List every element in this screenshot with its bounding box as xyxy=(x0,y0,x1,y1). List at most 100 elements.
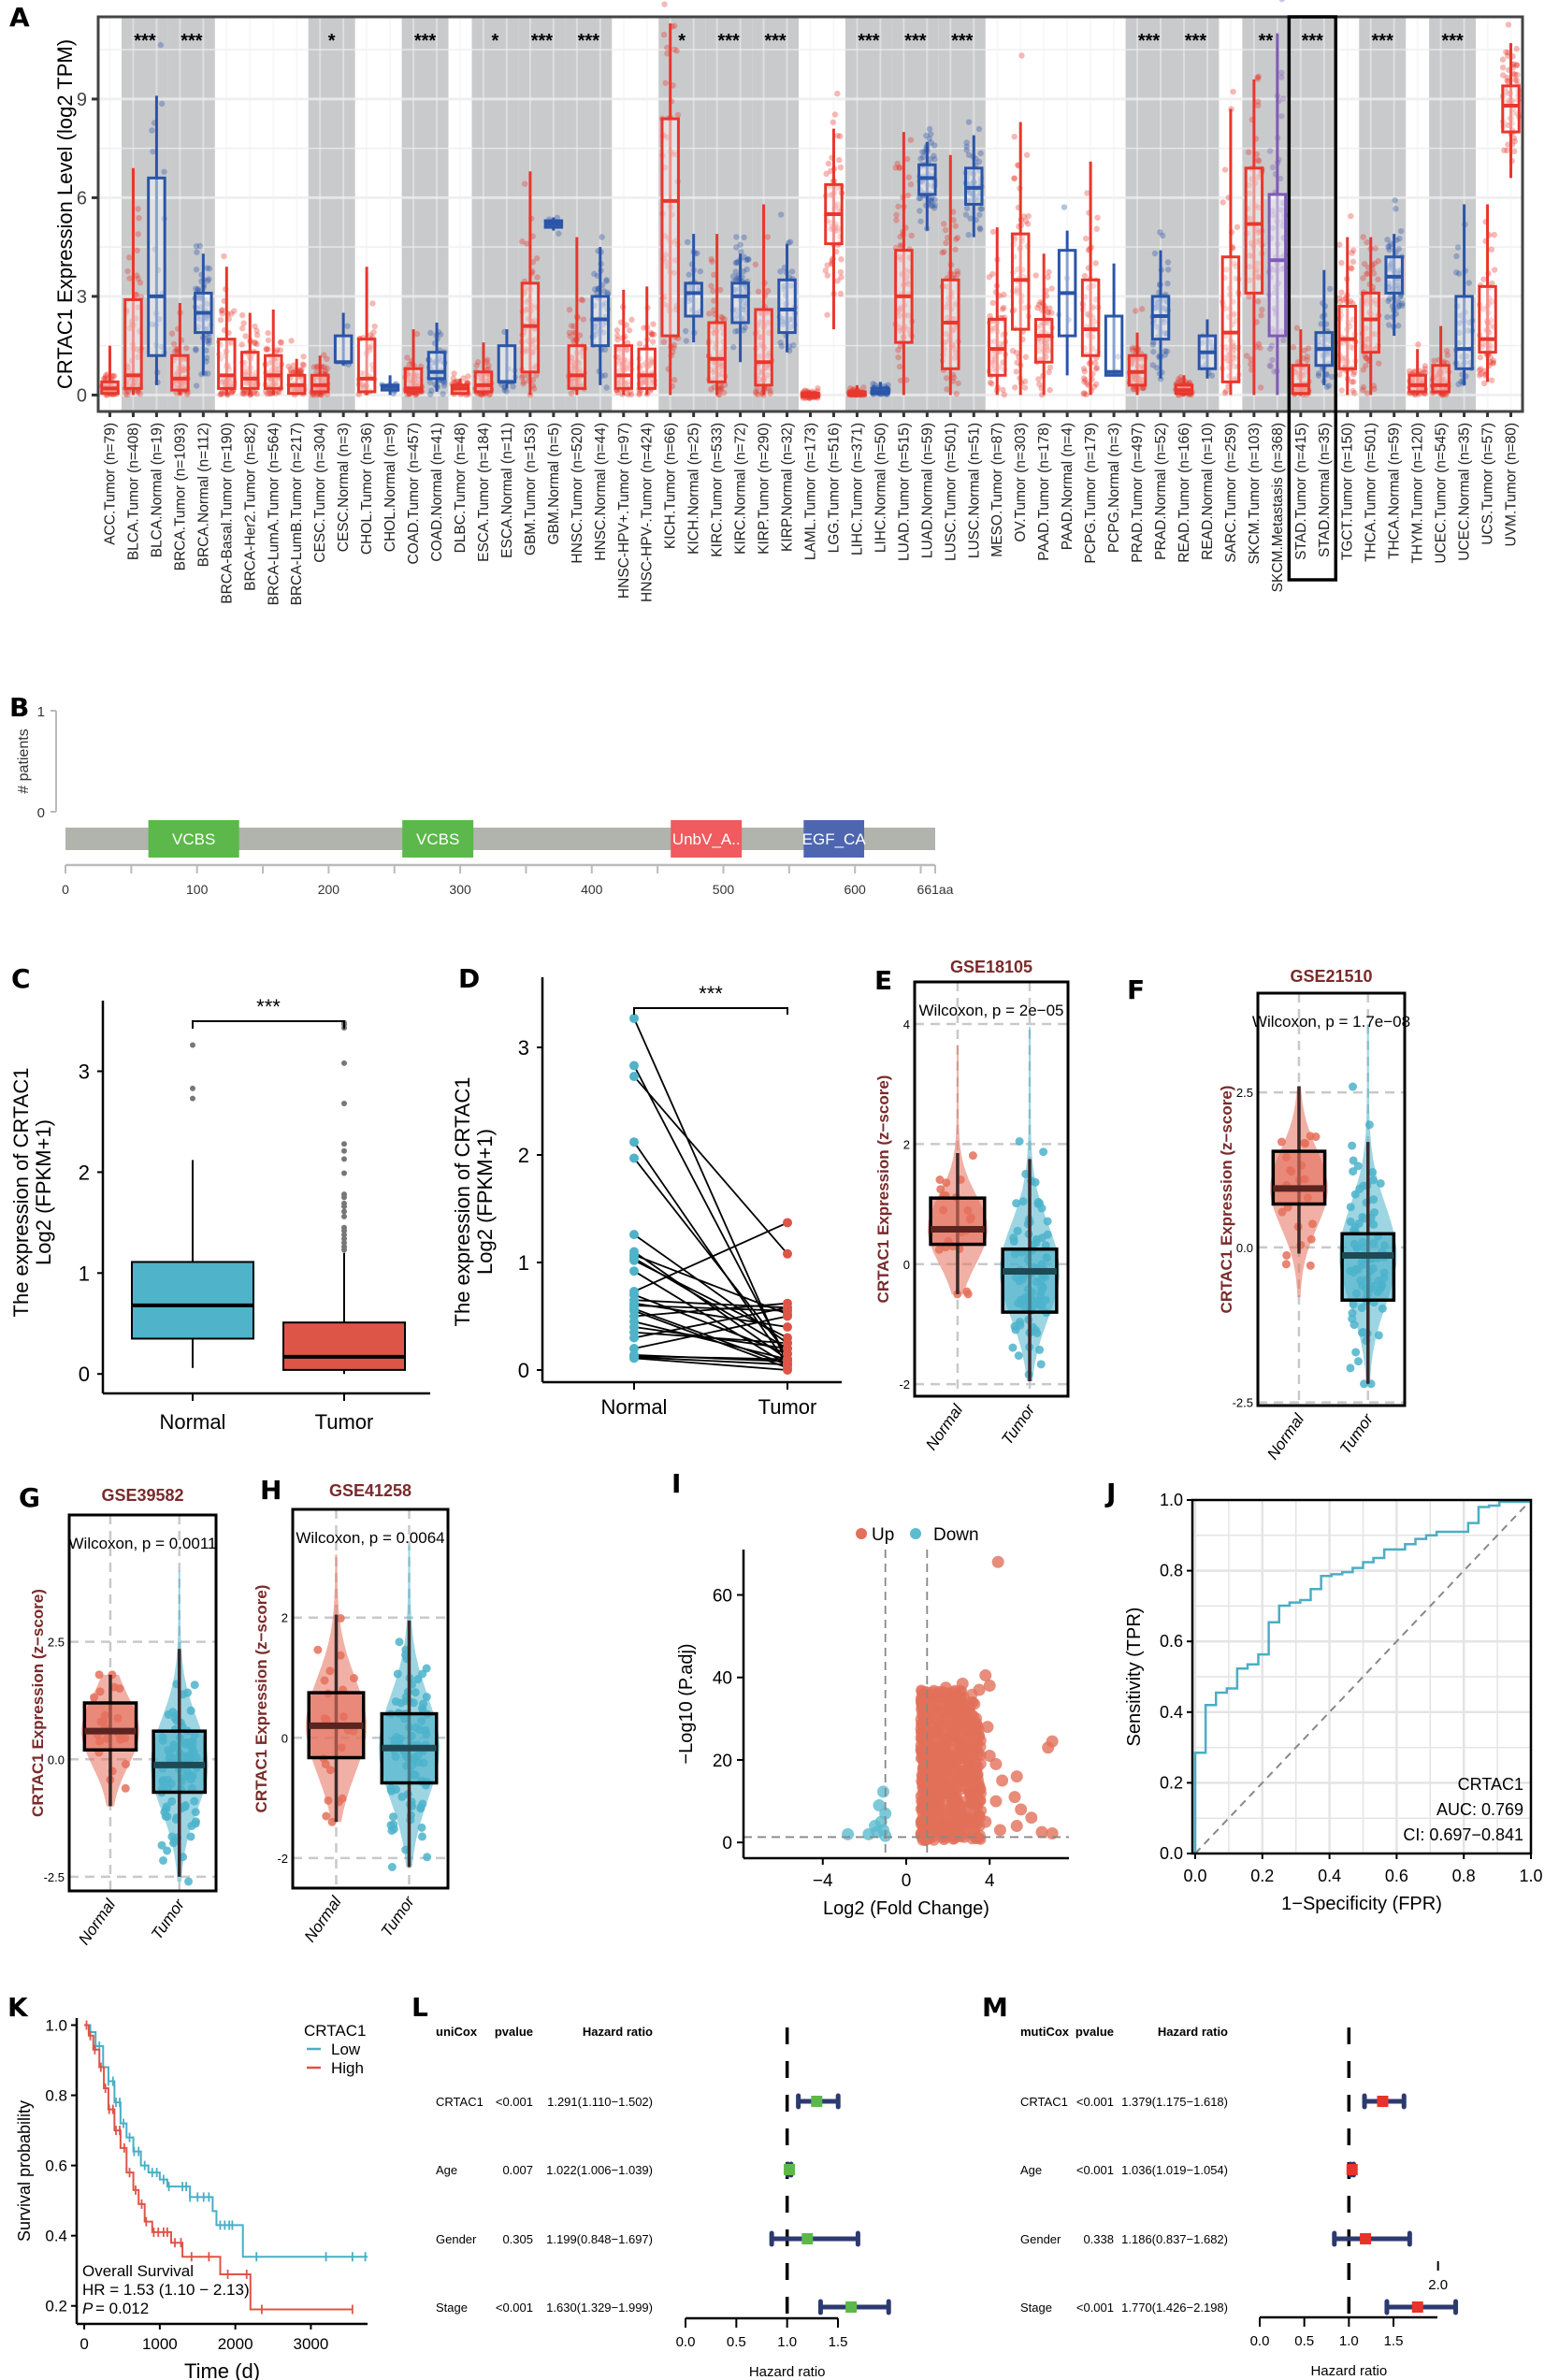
data-point xyxy=(1022,218,1030,224)
up-point xyxy=(1010,1820,1023,1833)
data-point xyxy=(427,387,435,394)
data-point xyxy=(671,341,678,349)
normal-point xyxy=(629,1230,639,1240)
data-point xyxy=(836,156,843,164)
data-point xyxy=(1083,391,1090,398)
data-point xyxy=(158,100,166,108)
data-point xyxy=(671,344,677,351)
data-point xyxy=(290,362,297,368)
outlier-point xyxy=(190,1042,195,1048)
data-point xyxy=(162,1802,171,1811)
data-point xyxy=(1133,308,1139,314)
x-tick-label: THCA.Normal (n=59) xyxy=(1387,423,1403,559)
box-iqr xyxy=(1454,295,1474,370)
box-group-22 xyxy=(613,289,635,398)
data-point xyxy=(683,327,689,335)
data-point xyxy=(437,331,444,338)
data-point xyxy=(1443,348,1451,354)
data-point xyxy=(1150,348,1157,355)
data-point xyxy=(1455,270,1463,277)
up-point xyxy=(964,1715,976,1727)
y-tick-label: -2.5 xyxy=(44,1870,65,1884)
data-point xyxy=(943,239,949,247)
data-point xyxy=(765,329,772,337)
data-point xyxy=(265,382,272,389)
x-tick-label: BRCA.Normal (n=112) xyxy=(195,423,211,567)
significance-label: *** xyxy=(134,31,156,51)
data-point xyxy=(600,288,608,295)
data-point xyxy=(578,296,585,303)
up-point xyxy=(974,1787,987,1799)
data-point xyxy=(240,320,247,326)
data-point xyxy=(570,378,577,385)
data-point xyxy=(1504,147,1510,154)
data-point xyxy=(137,280,144,286)
box-group-26 xyxy=(705,234,729,398)
data-point xyxy=(1415,341,1422,348)
data-point xyxy=(708,255,715,263)
data-point xyxy=(218,391,225,397)
box-iqr xyxy=(240,351,260,390)
box-group-2 xyxy=(147,41,167,386)
outlier-point xyxy=(190,1085,195,1091)
data-point xyxy=(229,388,236,396)
data-point xyxy=(238,341,245,348)
box-group-28 xyxy=(752,204,775,398)
data-point xyxy=(895,203,902,209)
y-tick-label: 0 xyxy=(77,385,87,406)
data-point xyxy=(1023,151,1031,158)
data-point xyxy=(134,247,140,253)
x-tick-label: LUSC.Normal (n=51) xyxy=(966,423,982,558)
data-point xyxy=(778,342,786,350)
y-axis-title: CRTAC1 Expression (z−score) xyxy=(253,1585,270,1813)
data-point xyxy=(484,356,491,363)
panel-label-i: I xyxy=(671,1468,682,1499)
box-iqr xyxy=(1361,291,1380,354)
tumor-point xyxy=(783,1338,792,1349)
data-point xyxy=(195,285,201,293)
panel-a-pan-cancer-boxplot: ACC.Tumor (n=79)***BLCA.Tumor (n=408) BLC… xyxy=(53,0,1524,605)
data-point xyxy=(102,375,108,382)
box-group-18 xyxy=(519,171,541,398)
data-point xyxy=(743,282,749,290)
data-point xyxy=(94,1670,104,1680)
data-point xyxy=(102,372,109,379)
data-point xyxy=(253,340,260,348)
data-point xyxy=(907,180,915,188)
box-iqr xyxy=(730,281,750,325)
data-point xyxy=(440,382,448,389)
panel-label-h: H xyxy=(260,1475,282,1506)
data-point xyxy=(532,344,539,351)
data-point xyxy=(218,308,225,314)
data-point xyxy=(186,1832,195,1841)
data-point xyxy=(1061,204,1068,210)
data-point xyxy=(823,170,830,178)
y-tick-label: 4 xyxy=(903,1017,910,1031)
box-iqr xyxy=(1244,166,1264,295)
data-point xyxy=(193,345,199,353)
data-point xyxy=(895,353,902,361)
data-point xyxy=(1397,227,1405,235)
box-iqr xyxy=(1080,278,1101,357)
data-point xyxy=(709,323,716,330)
data-point xyxy=(1268,342,1276,349)
box-iqr xyxy=(82,1701,138,1752)
data-point xyxy=(661,1,668,7)
data-point xyxy=(989,228,997,236)
data-point xyxy=(368,342,375,350)
data-point xyxy=(158,343,166,351)
data-point xyxy=(1267,363,1274,369)
data-point xyxy=(123,391,131,398)
y-axis-title: # patients xyxy=(16,728,32,793)
data-point xyxy=(944,385,950,393)
x-tick-label: KIRC.Tumor (n=533) xyxy=(710,423,726,557)
data-point xyxy=(1093,225,1100,232)
data-point xyxy=(296,387,303,394)
data-point xyxy=(625,378,631,385)
box-iqr xyxy=(1001,1247,1059,1314)
data-point xyxy=(313,1645,323,1654)
data-point xyxy=(367,332,374,339)
data-point xyxy=(1281,1260,1291,1269)
data-point xyxy=(1304,353,1311,360)
data-point xyxy=(310,364,317,370)
